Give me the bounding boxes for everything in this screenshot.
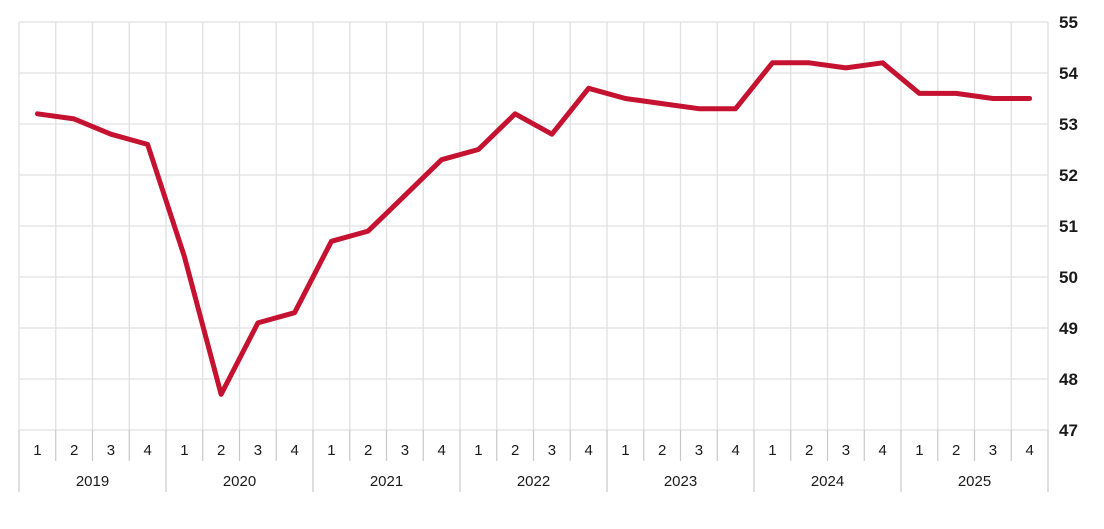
y-tick-label: 53 [1059,115,1078,134]
quarter-tick-label: 4 [1025,442,1033,459]
y-tick-label: 52 [1059,166,1078,185]
quarter-tick-label: 3 [989,442,997,459]
y-tick-label: 55 [1059,13,1078,32]
year-label: 2020 [223,473,256,490]
quarter-tick-label: 2 [217,442,225,459]
quarter-tick-label: 1 [33,442,41,459]
quarter-tick-label: 4 [143,442,151,459]
quarter-tick-label: 1 [621,442,629,459]
quarter-tick-label: 1 [915,442,923,459]
year-label: 2024 [811,473,844,490]
quarter-tick-label: 2 [658,442,666,459]
y-tick-label: 49 [1059,319,1078,338]
quarter-tick-label: 2 [805,442,813,459]
quarter-tick-label: 1 [327,442,335,459]
y-tick-label: 54 [1059,64,1078,83]
quarter-tick-label: 3 [401,442,409,459]
y-tick-label: 50 [1059,268,1078,287]
year-label: 2019 [76,473,109,490]
quarter-tick-label: 3 [842,442,850,459]
quarter-tick-label: 3 [548,442,556,459]
y-tick-label: 47 [1059,421,1078,440]
quarter-tick-label: 4 [290,442,298,459]
year-label: 2025 [958,473,991,490]
y-tick-label: 48 [1059,370,1078,389]
data-series-line[interactable] [34,60,1033,397]
quarter-tick-label: 1 [768,442,776,459]
quarter-tick-label: 3 [107,442,115,459]
quarter-tick-label: 2 [952,442,960,459]
year-label: 2022 [517,473,550,490]
quarter-tick-label: 4 [584,442,592,459]
quarter-tick-label: 3 [695,442,703,459]
quarter-tick-label: 2 [70,442,78,459]
quarter-tick-label: 2 [511,442,519,459]
quarter-tick-label: 1 [180,442,188,459]
quarter-tick-label: 2 [364,442,372,459]
quarter-tick-label: 1 [474,442,482,459]
quarter-tick-label: 4 [437,442,445,459]
quarter-tick-label: 4 [878,442,886,459]
quarter-tick-label: 3 [254,442,262,459]
year-label: 2021 [370,473,403,490]
quarter-tick-label: 4 [731,442,739,459]
y-tick-label: 51 [1059,217,1078,236]
year-label: 2023 [664,473,697,490]
